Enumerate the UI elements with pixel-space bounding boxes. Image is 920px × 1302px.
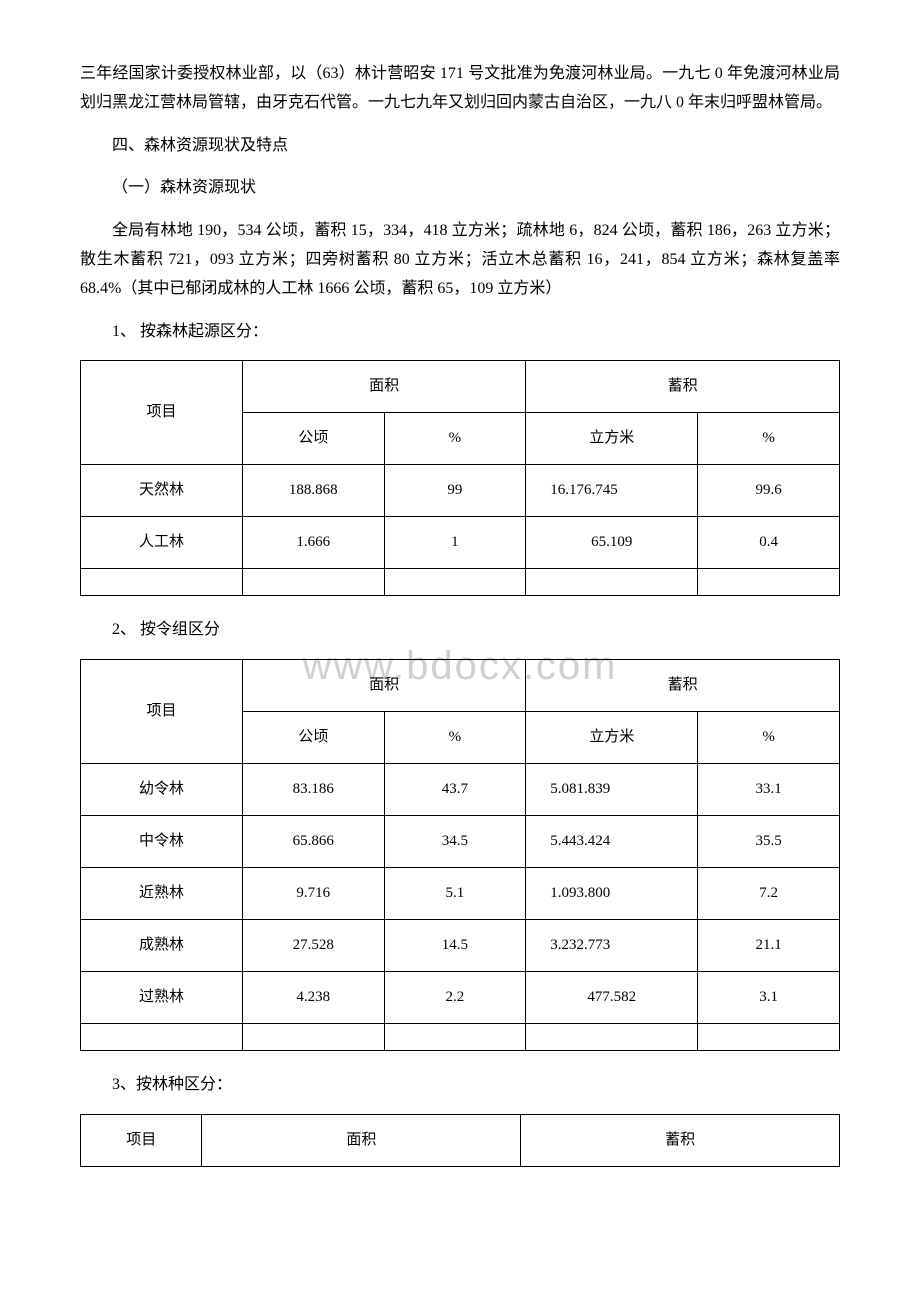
table-cell: 477.582 [526,972,698,1024]
table-cell: 188.868 [242,465,384,517]
table-origin: 项目 面积 蓄积 公顷 % 立方米 % 天然林 188.868 99 16.17… [80,360,840,596]
table-cell: 14.5 [384,920,526,972]
table-cell: 近熟林 [81,868,243,920]
table-cell: 5.443.424 [526,816,698,868]
table-row: 幼令林 83.186 43.7 5.081.839 33.1 [81,764,840,816]
table-subheader: % [698,712,840,764]
table-header: 面积 [202,1114,521,1166]
table-cell: 幼令林 [81,764,243,816]
table-subheader: 公顷 [242,712,384,764]
table-subheader: 立方米 [526,712,698,764]
table-cell: 5.1 [384,868,526,920]
table-cell: 3.232.773 [526,920,698,972]
table-subheader: 立方米 [526,413,698,465]
table-row-empty [81,1024,840,1051]
table-cell: 1.093.800 [526,868,698,920]
table-cell: 0.4 [698,517,840,569]
table-header: 蓄积 [526,361,840,413]
table-cell: 83.186 [242,764,384,816]
table-cell: 33.1 [698,764,840,816]
table-cell: 4.238 [242,972,384,1024]
list-item-3: 3、按林种区分： [80,1071,840,1100]
table-cell: 1 [384,517,526,569]
table-cell: 99 [384,465,526,517]
table-cell: 5.081.839 [526,764,698,816]
table-cell: 人工林 [81,517,243,569]
heading-4: 四、森林资源现状及特点 [80,132,840,161]
table-row: 天然林 188.868 99 16.176.745 99.6 [81,465,840,517]
table-cell: 过熟林 [81,972,243,1024]
table-cell: 3.1 [698,972,840,1024]
list-item-1: 1、 按森林起源区分： [80,318,840,347]
table-cell: 成熟林 [81,920,243,972]
table-row: 中令林 65.866 34.5 5.443.424 35.5 [81,816,840,868]
table-row: 过熟林 4.238 2.2 477.582 3.1 [81,972,840,1024]
table-row-empty [81,569,840,596]
table-cell: 2.2 [384,972,526,1024]
table-cell: 中令林 [81,816,243,868]
table-cell: 65.109 [526,517,698,569]
table-cell: 16.176.745 [526,465,698,517]
table-subheader: % [384,712,526,764]
table-cell: 65.866 [242,816,384,868]
table-row: 成熟林 27.528 14.5 3.232.773 21.1 [81,920,840,972]
table-cell: 7.2 [698,868,840,920]
table-row: 人工林 1.666 1 65.109 0.4 [81,517,840,569]
table-subheader: % [384,413,526,465]
table-header: 项目 [81,361,243,465]
table-header: 蓄积 [521,1114,840,1166]
table-row: 近熟林 9.716 5.1 1.093.800 7.2 [81,868,840,920]
table-cell: 27.528 [242,920,384,972]
table-header: 面积 [242,660,525,712]
table-cell: 43.7 [384,764,526,816]
table-header: 项目 [81,1114,202,1166]
table-cell: 1.666 [242,517,384,569]
table-header: 项目 [81,660,243,764]
table-cell: 99.6 [698,465,840,517]
list-item-2: 2、 按令组区分 [80,616,840,645]
table-cell: 35.5 [698,816,840,868]
paragraph-stats: 全局有林地 190，534 公顷，蓄积 15，334，418 立方米；疏林地 6… [80,217,840,303]
table-cell: 9.716 [242,868,384,920]
subheading-1: （一）森林资源现状 [80,174,840,203]
document-body: 三年经国家计委授权林业部，以（63）林计营昭安 171 号文批准为免渡河林业局。… [80,60,840,1167]
table-subheader: % [698,413,840,465]
table-cell: 21.1 [698,920,840,972]
table-cell: 天然林 [81,465,243,517]
table-forest-type: 项目 面积 蓄积 [80,1114,840,1167]
table-age-group: 项目 面积 蓄积 公顷 % 立方米 % 幼令林 83.186 43.7 5.08… [80,659,840,1051]
table-header: 面积 [242,361,525,413]
paragraph-intro: 三年经国家计委授权林业部，以（63）林计营昭安 171 号文批准为免渡河林业局。… [80,60,840,118]
table-header: 蓄积 [526,660,840,712]
table-subheader: 公顷 [242,413,384,465]
table-cell: 34.5 [384,816,526,868]
